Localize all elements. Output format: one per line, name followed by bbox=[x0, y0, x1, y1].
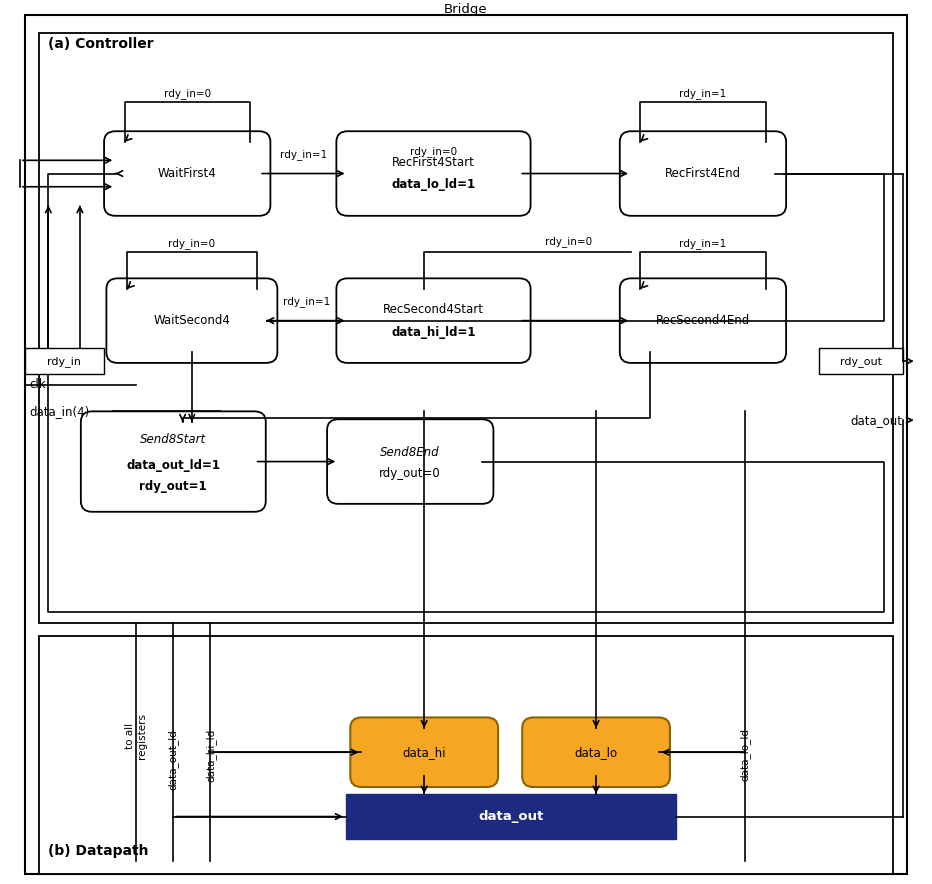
FancyBboxPatch shape bbox=[38, 636, 894, 873]
Text: data_lo_ld=1: data_lo_ld=1 bbox=[391, 179, 475, 192]
Text: WaitSecond4: WaitSecond4 bbox=[154, 314, 230, 327]
Text: rdy_in=0: rdy_in=0 bbox=[410, 146, 457, 157]
Text: data_out_ld: data_out_ld bbox=[168, 729, 179, 790]
Text: (b) Datapath: (b) Datapath bbox=[48, 844, 148, 858]
Text: rdy_in=0: rdy_in=0 bbox=[164, 88, 211, 99]
Text: rdy_in=0: rdy_in=0 bbox=[169, 238, 215, 248]
Text: Send8Start: Send8Start bbox=[140, 433, 206, 446]
FancyBboxPatch shape bbox=[522, 718, 670, 787]
Text: data_lo: data_lo bbox=[574, 746, 618, 758]
FancyBboxPatch shape bbox=[620, 278, 786, 363]
Text: data_hi_ld: data_hi_ld bbox=[205, 728, 216, 781]
FancyBboxPatch shape bbox=[350, 718, 498, 787]
Text: data_out: data_out bbox=[478, 810, 543, 823]
Text: RecFirst4Start: RecFirst4Start bbox=[392, 156, 475, 169]
Text: rdy_out: rdy_out bbox=[840, 355, 882, 367]
Text: RecSecond4Start: RecSecond4Start bbox=[383, 302, 484, 316]
Text: rdy_out=1: rdy_out=1 bbox=[140, 480, 207, 492]
Text: RecSecond4End: RecSecond4End bbox=[656, 314, 750, 327]
Text: clk: clk bbox=[29, 378, 46, 392]
Text: rdy_in=0: rdy_in=0 bbox=[544, 236, 592, 247]
Text: RecFirst4End: RecFirst4End bbox=[665, 167, 741, 180]
Text: to all
registers: to all registers bbox=[125, 713, 147, 758]
Text: data_hi: data_hi bbox=[403, 746, 445, 758]
FancyBboxPatch shape bbox=[620, 131, 786, 216]
Text: rdy_out=0: rdy_out=0 bbox=[379, 467, 441, 479]
FancyBboxPatch shape bbox=[336, 278, 530, 363]
FancyBboxPatch shape bbox=[819, 348, 903, 374]
Text: rdy_in=1: rdy_in=1 bbox=[679, 88, 727, 99]
Text: data_out: data_out bbox=[851, 414, 903, 427]
FancyBboxPatch shape bbox=[38, 33, 894, 622]
Text: WaitFirst4: WaitFirst4 bbox=[158, 167, 216, 180]
FancyBboxPatch shape bbox=[24, 15, 908, 873]
FancyBboxPatch shape bbox=[106, 278, 278, 363]
FancyBboxPatch shape bbox=[336, 131, 530, 216]
Text: (a) Controller: (a) Controller bbox=[48, 37, 154, 51]
FancyBboxPatch shape bbox=[327, 419, 493, 504]
Text: data_in(4): data_in(4) bbox=[29, 405, 89, 418]
FancyBboxPatch shape bbox=[81, 411, 266, 512]
Text: Bridge: Bridge bbox=[445, 4, 487, 16]
Text: rdy_in=1: rdy_in=1 bbox=[280, 149, 327, 160]
FancyBboxPatch shape bbox=[24, 348, 103, 374]
Text: Send8End: Send8End bbox=[380, 446, 440, 460]
FancyBboxPatch shape bbox=[346, 794, 676, 840]
Text: rdy_in: rdy_in bbox=[48, 355, 81, 367]
Text: rdy_in=1: rdy_in=1 bbox=[679, 238, 727, 248]
FancyBboxPatch shape bbox=[104, 131, 270, 216]
Text: data_hi_ld=1: data_hi_ld=1 bbox=[391, 325, 475, 339]
Text: data_lo_ld: data_lo_ld bbox=[739, 728, 750, 781]
Text: rdy_in=1: rdy_in=1 bbox=[283, 296, 331, 307]
Text: data_out_ld=1: data_out_ld=1 bbox=[127, 460, 220, 472]
